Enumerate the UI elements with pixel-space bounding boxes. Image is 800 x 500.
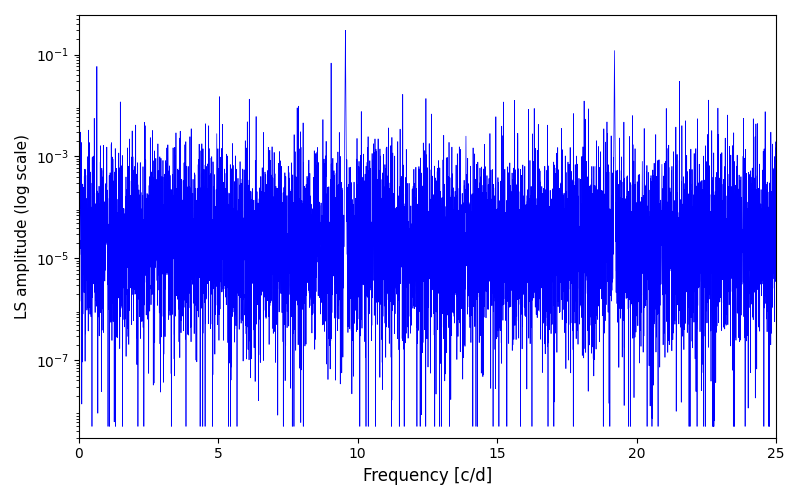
X-axis label: Frequency [c/d]: Frequency [c/d]: [363, 467, 492, 485]
Y-axis label: LS amplitude (log scale): LS amplitude (log scale): [15, 134, 30, 319]
